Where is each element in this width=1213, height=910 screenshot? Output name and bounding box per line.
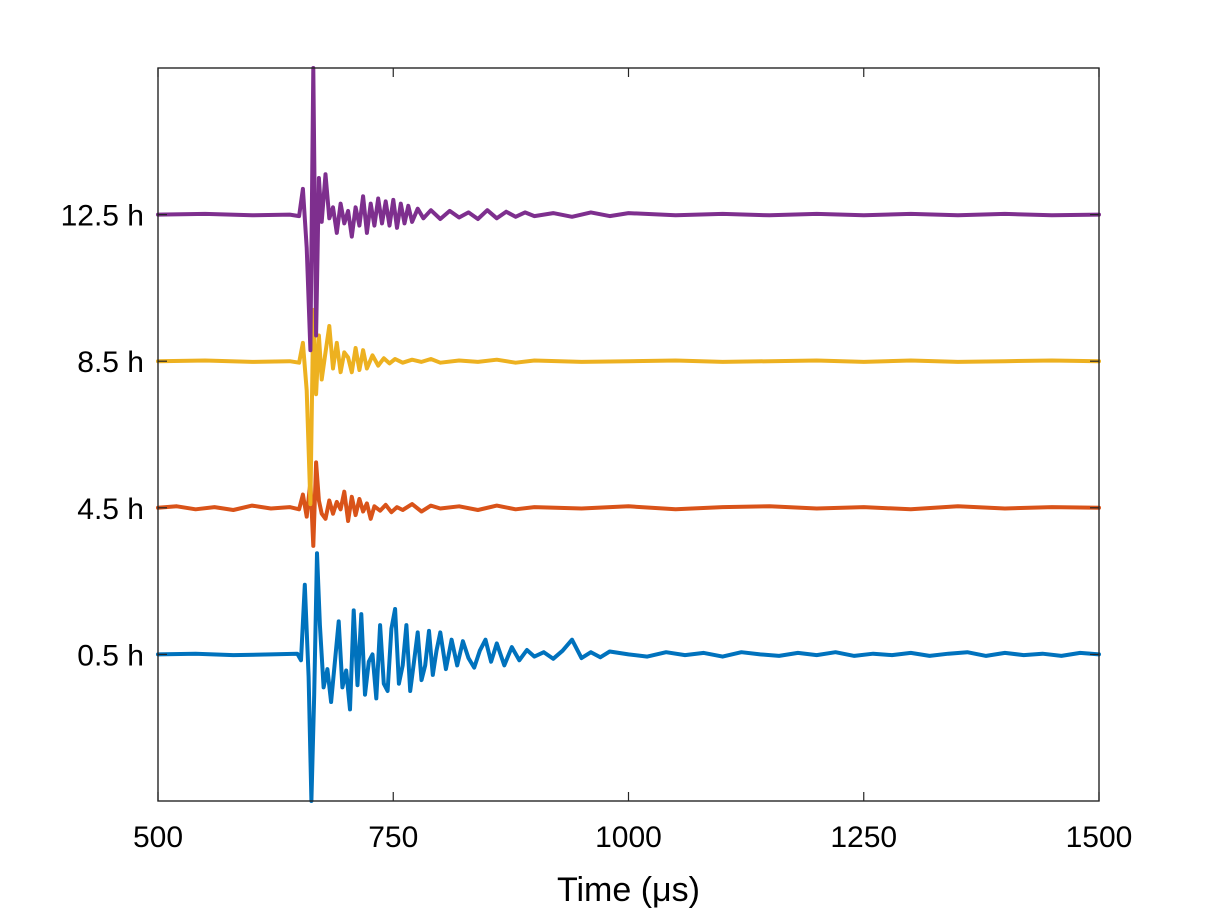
series-trace-2 <box>156 307 1101 507</box>
series-trace-3 <box>156 66 1101 353</box>
x-tick-label: 1000 <box>595 821 662 854</box>
y-tick-label: 0.5 h <box>77 639 144 672</box>
x-axis: 500 750 1000 1250 1500 <box>133 68 1132 854</box>
x-axis-label: Time (μs) <box>557 871 700 909</box>
y-tick-label: 12.5 h <box>61 200 144 233</box>
x-tick-label: 1250 <box>830 821 897 854</box>
series-trace-1 <box>156 460 1101 548</box>
x-tick-label: 500 <box>133 821 183 854</box>
y-axis: 0.5 h 4.5 h 8.5 h 12.5 h <box>61 200 1099 672</box>
series-group <box>156 66 1101 803</box>
x-tick-label: 1500 <box>1066 821 1133 854</box>
y-tick-label: 8.5 h <box>77 346 144 379</box>
y-tick-label: 4.5 h <box>77 493 144 526</box>
x-tick-label: 750 <box>368 821 418 854</box>
plot-frame <box>157 67 1100 802</box>
series-trace-0 <box>156 551 1101 803</box>
